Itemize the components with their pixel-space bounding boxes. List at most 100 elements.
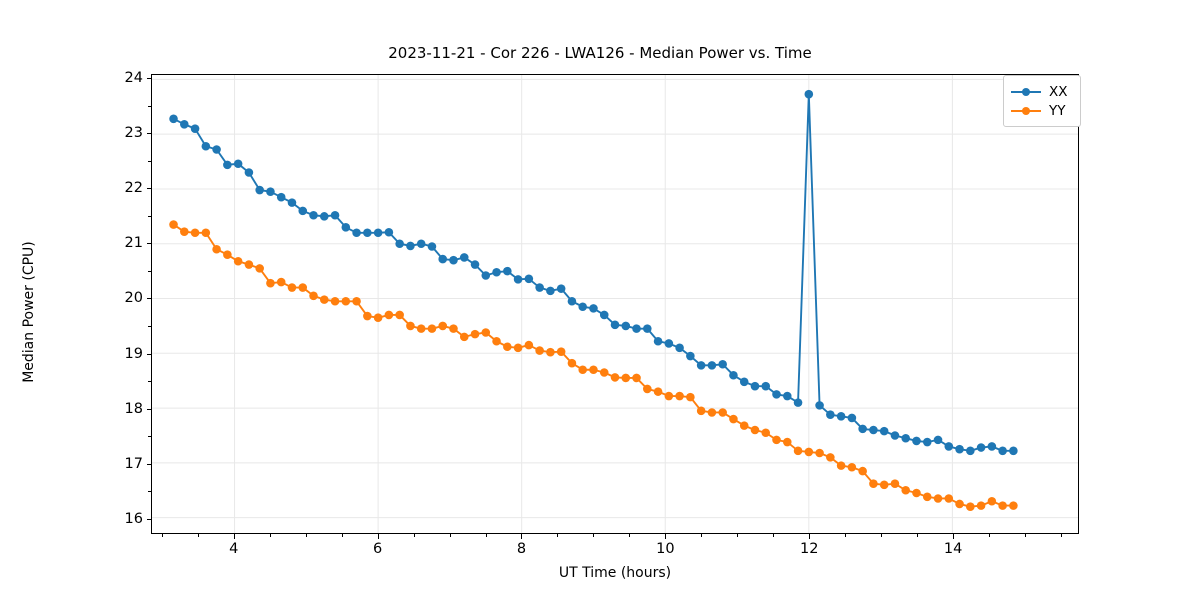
data-point: [287, 283, 297, 292]
data-point: [890, 431, 900, 440]
data-point: [373, 228, 383, 238]
x-tick-mark-major: [809, 534, 811, 539]
data-point: [879, 426, 889, 436]
series-xx: [169, 89, 1018, 456]
y-tick-mark-minor: [148, 215, 151, 217]
data-point: [503, 342, 512, 352]
data-point: [847, 462, 857, 472]
data-point: [653, 387, 663, 396]
x-tick-mark-minor: [737, 534, 739, 537]
data-point: [718, 408, 727, 417]
data-point: [535, 283, 544, 292]
data-point: [707, 408, 717, 417]
y-tick-mark: [147, 518, 151, 520]
data-point: [276, 277, 286, 287]
data-point: [901, 433, 911, 443]
data-point: [589, 304, 598, 313]
y-tick-mark: [147, 188, 151, 190]
x-tick-label: 8: [516, 541, 527, 557]
data-point: [815, 401, 824, 410]
data-point: [513, 275, 523, 284]
data-point: [567, 358, 577, 368]
x-tick-mark-major: [521, 534, 523, 539]
data-point: [459, 332, 469, 342]
data-point: [944, 494, 954, 503]
data-point: [599, 310, 609, 320]
data-point: [686, 351, 695, 361]
data-point: [481, 328, 491, 337]
x-tick-label: 10: [656, 541, 675, 557]
data-point: [384, 227, 394, 237]
data-point: [309, 210, 318, 220]
data-point: [976, 443, 986, 452]
data-point: [244, 260, 254, 269]
data-point: [341, 296, 351, 306]
legend-item-xx[interactable]: XX: [1004, 82, 1080, 101]
y-tick-label: 17: [124, 455, 143, 472]
y-tick-label: 19: [124, 345, 143, 362]
data-point: [459, 253, 469, 262]
data-point: [739, 377, 749, 387]
data-point: [750, 381, 760, 391]
x-tick-label: 4: [229, 541, 239, 557]
data-point: [223, 250, 232, 259]
data-point: [492, 267, 501, 277]
data-point: [406, 321, 415, 331]
data-point: [922, 492, 932, 502]
data-point: [233, 256, 243, 266]
data-point: [567, 296, 577, 306]
y-tick-mark-minor: [148, 105, 151, 107]
x-tick-label: 12: [799, 541, 819, 557]
data-point: [449, 255, 458, 265]
y-tick-label: 18: [124, 400, 143, 417]
x-tick-mark-major: [953, 534, 955, 539]
data-point: [966, 446, 975, 456]
x-tick-mark-minor: [773, 534, 775, 537]
data-point: [901, 485, 911, 495]
data-point: [233, 159, 243, 169]
y-tick-mark-minor: [148, 436, 151, 438]
data-point: [793, 446, 803, 456]
data-point: [761, 381, 771, 391]
y-tick-label: 16: [124, 510, 143, 527]
series-layer: [169, 89, 1018, 511]
data-point: [653, 336, 663, 346]
data-point: [169, 114, 178, 124]
y-tick-mark-minor: [148, 491, 151, 493]
data-point: [503, 266, 512, 276]
data-point: [416, 239, 426, 249]
x-tick-mark-minor: [1061, 534, 1062, 537]
x-tick-label: 6: [372, 541, 383, 557]
data-point: [955, 444, 964, 454]
data-point: [180, 120, 189, 129]
legend-swatch-xx: [1011, 86, 1041, 98]
y-tick-label: 24: [124, 70, 143, 87]
data-point: [826, 410, 835, 419]
data-point: [212, 244, 221, 254]
data-point: [793, 398, 803, 407]
x-tick-mark-major: [665, 534, 667, 539]
data-point: [869, 425, 878, 435]
data-point: [632, 324, 641, 333]
legend-item-yy[interactable]: YY: [1004, 101, 1080, 120]
data-point: [395, 239, 404, 249]
data-point: [729, 370, 738, 380]
data-point: [599, 368, 609, 377]
data-point: [363, 311, 372, 321]
data-point: [201, 228, 211, 238]
x-tick-mark-minor: [845, 534, 847, 537]
data-point: [782, 437, 792, 447]
data-point: [922, 437, 932, 447]
x-tick-mark-minor: [413, 534, 415, 537]
data-point: [212, 145, 221, 154]
data-point: [223, 160, 232, 170]
data-point: [804, 447, 814, 457]
data-point: [836, 412, 846, 421]
data-point: [427, 242, 437, 251]
y-tick-label: 21: [124, 235, 143, 252]
data-point: [912, 436, 921, 446]
y-tick-mark: [147, 463, 151, 465]
legend-label-yy: YY: [1049, 102, 1066, 119]
data-point: [546, 286, 555, 296]
y-axis-label: Median Power (CPU): [21, 241, 37, 383]
